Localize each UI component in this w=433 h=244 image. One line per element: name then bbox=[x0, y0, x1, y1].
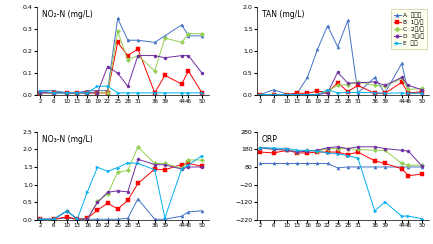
Legend: A  무환수, B  1회/일, C  2회/일, D  3회/일, E  연속: A 무환수, B 1회/일, C 2회/일, D 3회/일, E 연속 bbox=[391, 9, 427, 49]
Text: NO₃-N (mg/L): NO₃-N (mg/L) bbox=[42, 134, 93, 143]
Text: NO₂-N (mg/L): NO₂-N (mg/L) bbox=[42, 10, 93, 19]
Text: ORP: ORP bbox=[262, 134, 278, 143]
Text: TAN (mg/L): TAN (mg/L) bbox=[262, 10, 304, 19]
